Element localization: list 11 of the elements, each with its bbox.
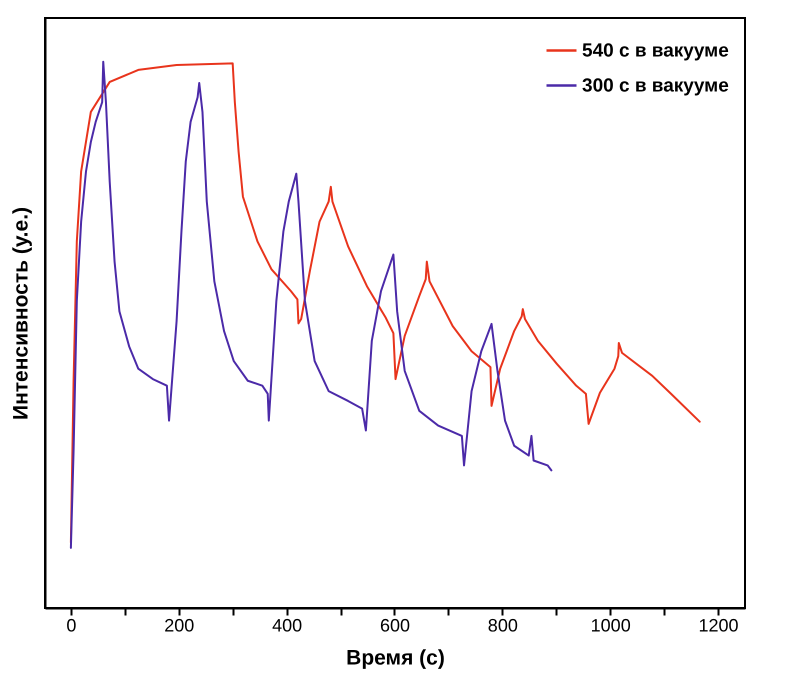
x-tick-label: 200 xyxy=(164,616,194,636)
x-tick-label: 1200 xyxy=(698,616,739,636)
x-tick-label: 0 xyxy=(66,616,76,636)
x-tick-label: 600 xyxy=(380,616,410,636)
y-axis-title: Интенсивность (у.е.) xyxy=(10,206,32,420)
legend-label: 300 с в вакууме xyxy=(582,76,729,96)
x-tick-label: 1000 xyxy=(590,616,631,636)
x-tick-label: 400 xyxy=(272,616,302,636)
x-tick-label: 800 xyxy=(488,616,518,636)
x-axis-title: Время (с) xyxy=(346,646,445,670)
legend-label: 540 с в вакууме xyxy=(582,40,729,62)
